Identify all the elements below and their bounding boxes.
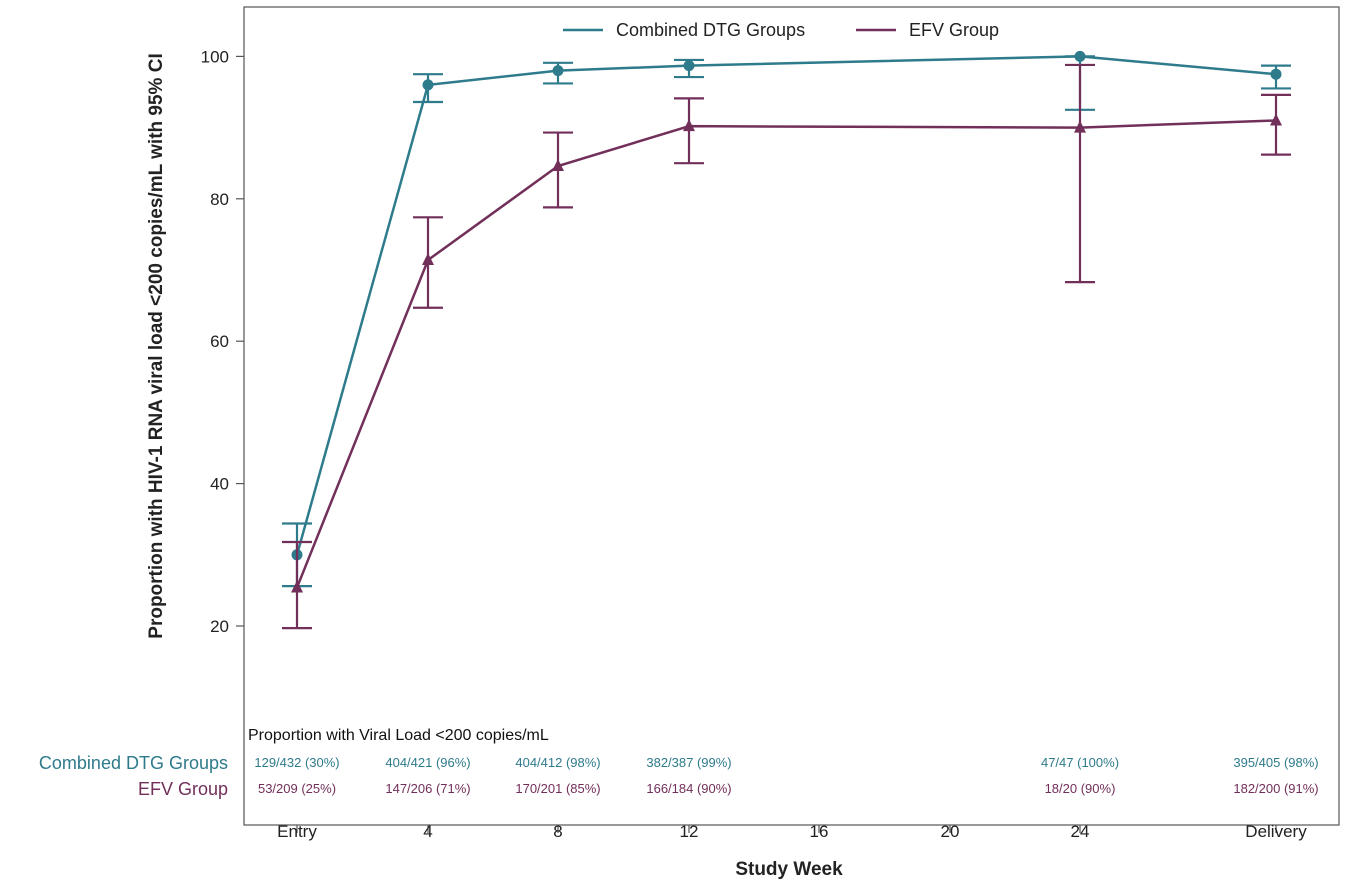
- data-point: [1270, 113, 1282, 126]
- y-tick-label: 100: [201, 47, 229, 66]
- table-cell: 404/421 (96%): [385, 755, 470, 770]
- x-axis: Entry 4 8 12 16 20 24 Delivery: [277, 822, 1307, 841]
- x-tick-label: 4: [423, 822, 432, 841]
- legend-label-combined-dtg: Combined DTG Groups: [616, 20, 805, 40]
- table-cell: 395/405 (98%): [1233, 755, 1318, 770]
- table-cell: 18/20 (90%): [1045, 781, 1116, 796]
- y-axis: 20 40 60 80 100: [201, 47, 244, 636]
- data-point: [683, 119, 695, 132]
- data-point: [1270, 68, 1282, 80]
- table-cell: 404/412 (98%): [515, 755, 600, 770]
- data-point: [291, 580, 303, 593]
- y-tick-label: 20: [210, 617, 229, 636]
- x-tick-label: Delivery: [1245, 822, 1307, 841]
- table-row-label-efv: EFV Group: [138, 779, 228, 799]
- series-line-efv-group: [295, 119, 1277, 589]
- x-tick-label: 24: [1071, 822, 1090, 841]
- data-point: [1074, 120, 1086, 133]
- series-layer: [282, 50, 1291, 630]
- x-tick-label: 16: [810, 822, 829, 841]
- x-tick-label: 8: [553, 822, 562, 841]
- y-tick-label: 80: [210, 190, 229, 209]
- x-tick-label: 12: [680, 822, 699, 841]
- series-line-combined-dtg-groups: [295, 55, 1277, 556]
- data-point: [552, 159, 564, 172]
- data-point: [422, 253, 434, 266]
- table-cell: 182/200 (91%): [1233, 781, 1318, 796]
- table-cell: 47/47 (100%): [1041, 755, 1119, 770]
- error-bar: [1065, 63, 1095, 284]
- legend: Combined DTG Groups EFV Group: [563, 20, 999, 40]
- data-point: [552, 65, 564, 77]
- table-title: Proportion with Viral Load <200 copies/m…: [248, 727, 549, 744]
- table-cell: 382/387 (99%): [646, 755, 731, 770]
- table-row-label-combined-dtg: Combined DTG Groups: [39, 753, 228, 773]
- table-cell: 129/432 (30%): [254, 755, 339, 770]
- data-point: [683, 60, 695, 72]
- x-tick-label: Entry: [277, 822, 317, 841]
- y-tick-label: 40: [210, 475, 229, 494]
- series-combined-dtg-groups: [282, 50, 1291, 588]
- data-point: [422, 79, 434, 91]
- plot-frame: [243, 6, 1340, 826]
- y-axis-title: Proportion with HIV-1 RNA viral load <20…: [146, 53, 167, 638]
- table-cell: 170/201 (85%): [515, 781, 600, 796]
- series-efv-group: [282, 63, 1291, 630]
- x-axis-title: Study Week: [735, 859, 843, 880]
- table-cell: 53/209 (25%): [258, 781, 336, 796]
- table-cells: 129/432 (30%) 404/421 (96%) 404/412 (98%) 3…: [254, 755, 1318, 796]
- legend-label-efv: EFV Group: [909, 20, 999, 40]
- table-cell: 166/184 (90%): [646, 781, 731, 796]
- table-cell: 147/206 (71%): [385, 781, 470, 796]
- data-point: [1074, 50, 1086, 62]
- x-tick-label: 20: [941, 822, 960, 841]
- risk-table: Proportion with Viral Load <200 copies/m…: [39, 727, 1319, 799]
- y-tick-label: 60: [210, 332, 229, 351]
